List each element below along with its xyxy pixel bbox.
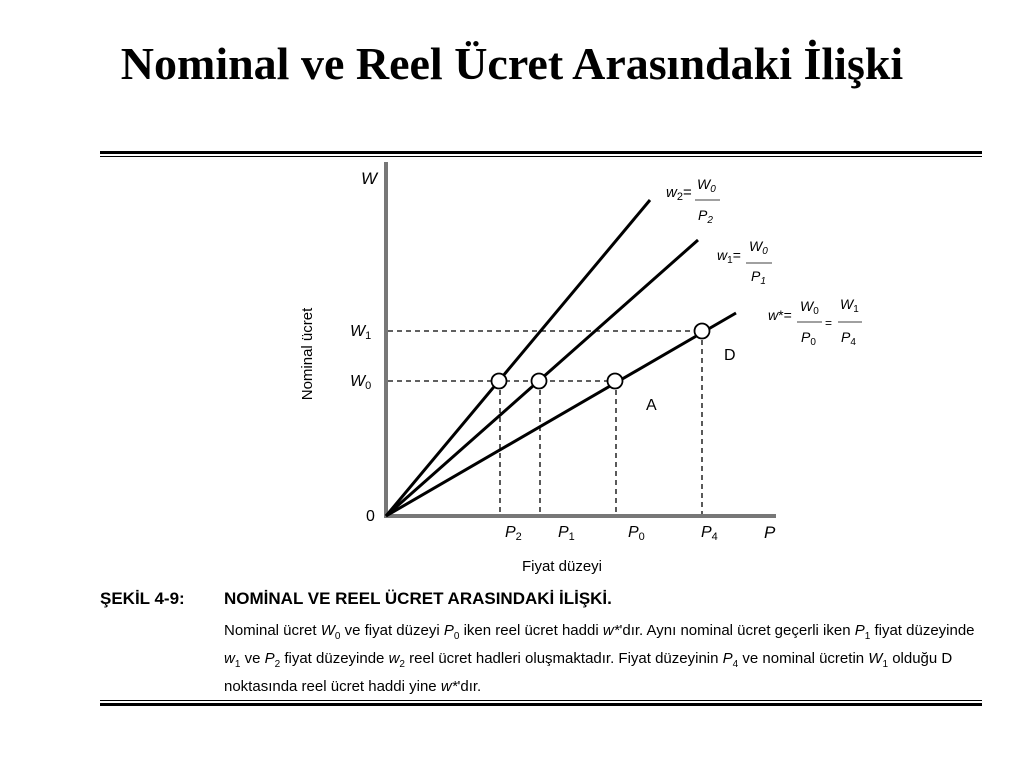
ray-w2 (384, 199, 652, 517)
intersection-points (490, 322, 711, 390)
y-axis-letter: W (361, 169, 379, 188)
y-axis-label: Nominal ücret (299, 307, 316, 400)
formula-w-star: w*= W0 P0 = W1 P4 (768, 296, 862, 348)
formula-w2: w2= W0 P2 (666, 176, 720, 226)
wage-tick-w1: W1 (350, 323, 371, 342)
figure-title: NOMİNAL VE REEL ÜCRET ARASINDAKİ İLİŞKİ. (224, 589, 612, 608)
svg-text:W0: W0 (800, 298, 819, 317)
svg-text:=: = (825, 316, 832, 330)
ray-w-star (385, 311, 737, 518)
price-tick-p4: P4 (701, 524, 718, 543)
svg-text:w2=: w2= (666, 184, 692, 203)
svg-text:w*=: w*= (768, 307, 792, 323)
x-axis-letter: P (764, 523, 776, 542)
svg-text:W0: W0 (697, 176, 716, 195)
point-d (693, 322, 711, 340)
svg-text:P0: P0 (801, 329, 816, 348)
price-tick-p1: P1 (558, 524, 575, 543)
guide-lines (388, 330, 703, 514)
bottom-rule-thick (100, 703, 982, 706)
page-title: Nominal ve Reel Ücret Arasındaki İlişki (120, 38, 904, 89)
origin-label: 0 (366, 508, 375, 525)
point-label-d: D (724, 347, 736, 364)
x-axis-label: Fiyat düzeyi (522, 558, 602, 575)
point-a (606, 372, 624, 390)
price-tick-p0: P0 (628, 524, 645, 543)
bottom-rule-thin (100, 700, 982, 701)
formula-w1: w1= W0 P1 (717, 238, 772, 287)
svg-text:W0: W0 (749, 238, 768, 257)
top-rule-thick (100, 151, 982, 154)
wage-tick-w0: W0 (350, 373, 371, 392)
point-label-a: A (646, 397, 657, 414)
point-w2-p2 (490, 372, 508, 390)
svg-text:P1: P1 (751, 268, 766, 287)
top-rule-thin (100, 156, 982, 157)
price-tick-p2: P2 (505, 524, 522, 543)
svg-text:P4: P4 (841, 329, 856, 348)
point-w1-p1 (530, 372, 548, 390)
svg-text:W1: W1 (840, 296, 859, 315)
svg-text:w1=: w1= (717, 247, 741, 266)
figure-caption-text: Nominal ücret W0 ve fiyat düzeyi P0 iken… (224, 622, 975, 695)
figure-label: ŞEKİL 4-9: (100, 589, 185, 608)
svg-text:P2: P2 (698, 207, 713, 226)
